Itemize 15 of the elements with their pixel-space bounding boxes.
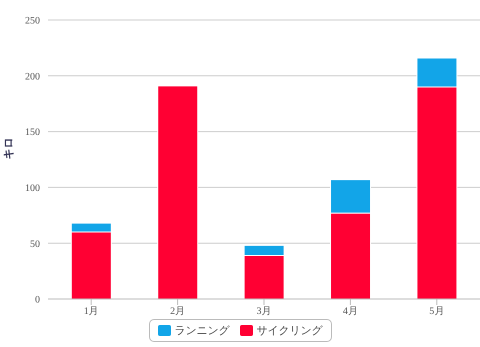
x-tick-label: 1月 xyxy=(84,306,99,318)
legend-label: サイクリング xyxy=(256,323,322,338)
y-tick-label: 100 xyxy=(25,182,40,194)
y-tick-label: 0 xyxy=(35,294,40,306)
x-tick-label: 3月 xyxy=(256,306,272,318)
legend-label: ランニング xyxy=(174,323,230,338)
y-tick-label: 150 xyxy=(25,127,40,138)
y-tick-label: 200 xyxy=(25,71,40,82)
x-tick-label: 4月 xyxy=(342,306,358,318)
y-axis-title: キロ xyxy=(2,138,15,160)
x-tick-label: 2月 xyxy=(170,306,186,318)
y-tick-label: 250 xyxy=(25,16,40,27)
y-tick-label: 50 xyxy=(30,238,40,250)
bar xyxy=(157,85,198,299)
x-tick-label: 5月 xyxy=(429,306,444,318)
